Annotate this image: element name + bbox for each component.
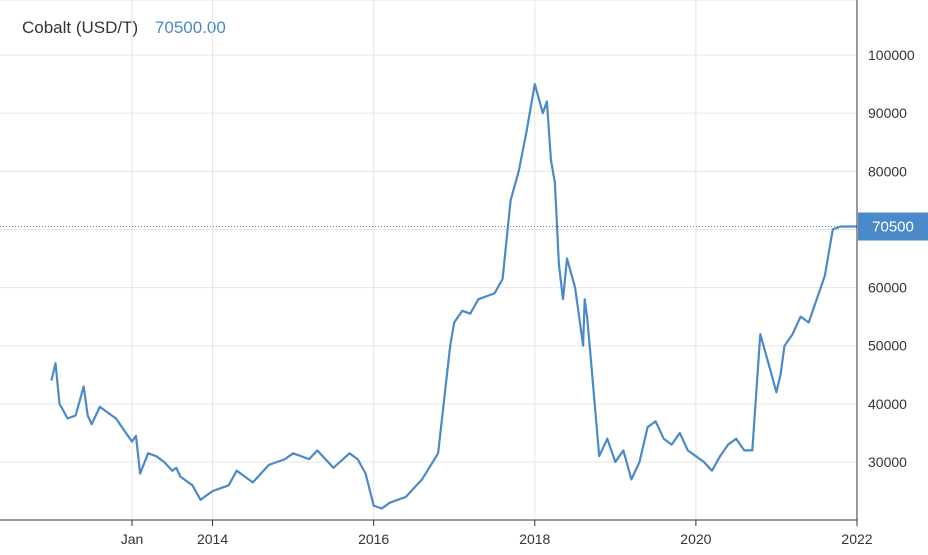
y-tick-label: 50000 — [868, 338, 907, 354]
axis-labels: 3000040000500006000070000800009000010000… — [121, 47, 928, 547]
current-value-label: 70500 — [872, 219, 914, 236]
chart-title: Cobalt (USD/T) — [22, 18, 139, 37]
x-tick-label: 2018 — [519, 531, 550, 547]
axes-group — [0, 0, 858, 526]
grid-lines — [0, 0, 858, 520]
y-tick-label: 100000 — [868, 47, 915, 63]
y-tick-label: 60000 — [868, 280, 907, 296]
y-tick-label: 40000 — [868, 396, 907, 412]
x-tick-label: 2014 — [197, 531, 228, 547]
y-tick-label: 30000 — [868, 454, 907, 470]
current-value-box — [858, 212, 928, 241]
x-tick-label: 2020 — [680, 531, 711, 547]
series-line — [50, 82, 857, 510]
x-tick-label: Jan — [121, 531, 144, 547]
current-price: 70500.00 — [154, 18, 226, 37]
x-tick-label: 2022 — [841, 531, 872, 547]
y-tick-label: 90000 — [868, 105, 907, 121]
x-tick-label: 2016 — [358, 531, 389, 547]
chart-header: Cobalt (USD/T) 70500.00 — [22, 18, 226, 38]
series-group — [50, 82, 857, 510]
y-tick-label: 80000 — [868, 163, 907, 179]
